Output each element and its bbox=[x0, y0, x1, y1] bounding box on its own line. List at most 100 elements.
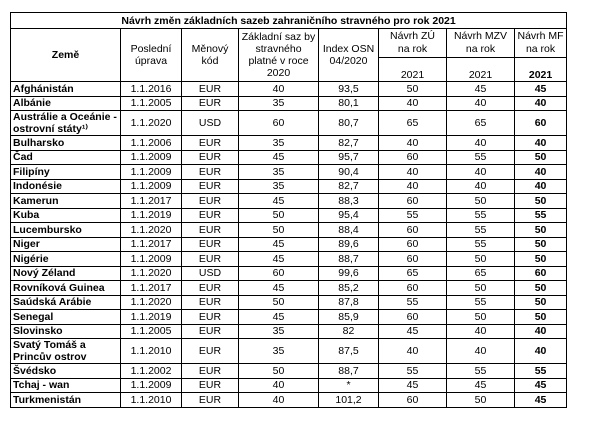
table-row: Bulharsko 1.1.2006 EUR 35 82,7 40 40 40 bbox=[10, 135, 568, 151]
value-cell: 40 bbox=[513, 135, 568, 151]
value-cell: EUR bbox=[181, 164, 239, 180]
value-cell: 55 bbox=[513, 207, 568, 223]
value-cell: 40 bbox=[513, 164, 568, 180]
header-row: Země Poslední úprava Měnový kód Základní sa… bbox=[10, 28, 568, 82]
value-cell: EUR bbox=[181, 222, 239, 238]
value-cell: 55 bbox=[513, 363, 568, 379]
country-cell: Senegal bbox=[10, 309, 121, 325]
table-row: Kamerun 1.1.2017 EUR 45 88,3 60 50 50 bbox=[10, 193, 568, 209]
value-cell: 88,4 bbox=[318, 222, 379, 238]
value-cell: 45 bbox=[238, 280, 319, 296]
table-row: Lucembursko 1.1.2020 EUR 50 88,4 60 55 50 bbox=[10, 222, 568, 238]
country-cell: Nigérie bbox=[10, 251, 121, 267]
value-cell: EUR bbox=[181, 280, 239, 296]
column-header: Základní saz by stravného platné v roce … bbox=[238, 28, 319, 82]
value-cell: 60 bbox=[378, 149, 447, 165]
value-cell: 60 bbox=[238, 110, 319, 136]
value-cell: 45 bbox=[378, 377, 447, 393]
country-cell: Indonésie bbox=[10, 178, 121, 194]
value-cell: 50 bbox=[513, 149, 568, 165]
table-row: Afghánistán 1.1.2016 EUR 40 93,5 50 45 45 bbox=[10, 81, 568, 97]
value-cell: 82,7 bbox=[318, 135, 379, 151]
proposal-header: Návrh ZÚ na rok bbox=[378, 28, 447, 58]
value-cell: 55 bbox=[446, 222, 515, 238]
value-cell: 87,5 bbox=[318, 338, 379, 364]
country-cell: Bulharsko bbox=[10, 135, 121, 151]
value-cell: 50 bbox=[238, 207, 319, 223]
value-cell: 60 bbox=[238, 265, 319, 281]
value-cell: 45 bbox=[446, 377, 515, 393]
table-row: Svatý Tomáš a Princův ostrov 1.1.2010 EUR 3… bbox=[10, 338, 568, 364]
value-cell: 40 bbox=[446, 164, 515, 180]
value-cell: 60 bbox=[513, 265, 568, 281]
value-cell: 50 bbox=[446, 251, 515, 267]
value-cell: 93,5 bbox=[318, 81, 379, 97]
value-cell: 50 bbox=[446, 392, 515, 408]
value-cell: 35 bbox=[238, 178, 319, 194]
proposal-year: 2021 bbox=[513, 57, 568, 82]
table-row: Kuba 1.1.2019 EUR 50 95,4 55 55 55 bbox=[10, 207, 568, 223]
value-cell: 45 bbox=[238, 251, 319, 267]
value-cell: 50 bbox=[513, 294, 568, 310]
value-cell: 50 bbox=[378, 81, 447, 97]
value-cell: 40 bbox=[238, 81, 319, 97]
country-cell: Rovníková Guinea bbox=[10, 280, 121, 296]
value-cell: EUR bbox=[181, 377, 239, 393]
value-cell: 45 bbox=[378, 323, 447, 339]
country-cell: Lucembursko bbox=[10, 222, 121, 238]
value-cell: 50 bbox=[238, 294, 319, 310]
value-cell: 1.1.2009 bbox=[120, 377, 182, 393]
value-cell: EUR bbox=[181, 236, 239, 252]
value-cell: 55 bbox=[446, 207, 515, 223]
proposal-header: Návrh MF na rok bbox=[513, 28, 568, 58]
value-cell: 1.1.2019 bbox=[120, 309, 182, 325]
value-cell: EUR bbox=[181, 95, 239, 111]
value-cell: 55 bbox=[378, 207, 447, 223]
country-cell: Kuba bbox=[10, 207, 121, 223]
value-cell: 60 bbox=[378, 236, 447, 252]
value-cell: 45 bbox=[446, 81, 515, 97]
value-cell: 1.1.2020 bbox=[120, 110, 182, 136]
country-cell: Saúdská Arábie bbox=[10, 294, 121, 310]
country-cell: Filipíny bbox=[10, 164, 121, 180]
value-cell: 88,7 bbox=[318, 363, 379, 379]
allowance-table: Návrh změn základních sazeb zahraničního… bbox=[9, 12, 568, 408]
value-cell: 55 bbox=[446, 294, 515, 310]
value-cell: 87,8 bbox=[318, 294, 379, 310]
country-cell: Svatý Tomáš a Princův ostrov bbox=[10, 338, 121, 364]
table-title: Návrh změn základních sazeb zahraničního… bbox=[9, 12, 568, 29]
value-cell: EUR bbox=[181, 178, 239, 194]
value-cell: 1.1.2017 bbox=[120, 193, 182, 209]
value-cell: 50 bbox=[513, 222, 568, 238]
value-cell: 35 bbox=[238, 338, 319, 364]
value-cell: 60 bbox=[378, 280, 447, 296]
country-cell: Kamerun bbox=[10, 193, 121, 209]
value-cell: 1.1.2020 bbox=[120, 265, 182, 281]
country-cell: Austrálie a Oceánie - ostrovní státy¹⁾ bbox=[10, 110, 121, 136]
value-cell: 40 bbox=[446, 135, 515, 151]
value-cell: EUR bbox=[181, 251, 239, 267]
table-row: Nigérie 1.1.2009 EUR 45 88,7 60 50 50 bbox=[10, 251, 568, 267]
value-cell: EUR bbox=[181, 149, 239, 165]
table-row: Turkmenistán 1.1.2010 EUR 40 101,2 60 50 45 bbox=[10, 392, 568, 408]
country-cell: Turkmenistán bbox=[10, 392, 121, 408]
value-cell: 50 bbox=[238, 363, 319, 379]
value-cell: 40 bbox=[378, 178, 447, 194]
value-cell: 82,7 bbox=[318, 178, 379, 194]
value-cell: 55 bbox=[378, 363, 447, 379]
table-row: Albánie 1.1.2005 EUR 35 80,1 40 40 40 bbox=[10, 95, 568, 111]
value-cell: 50 bbox=[513, 251, 568, 267]
country-cell: Afghánistán bbox=[10, 81, 121, 97]
value-cell: 60 bbox=[378, 222, 447, 238]
value-cell: 40 bbox=[513, 95, 568, 111]
value-cell: 40 bbox=[378, 95, 447, 111]
value-cell: EUR bbox=[181, 338, 239, 364]
value-cell: 1.1.2005 bbox=[120, 95, 182, 111]
value-cell: 1.1.2010 bbox=[120, 338, 182, 364]
value-cell: 101,2 bbox=[318, 392, 379, 408]
value-cell: 1.1.2005 bbox=[120, 323, 182, 339]
table-row: Slovinsko 1.1.2005 EUR 35 82 45 40 40 bbox=[10, 323, 568, 339]
value-cell: 1.1.2019 bbox=[120, 207, 182, 223]
value-cell: 45 bbox=[238, 193, 319, 209]
